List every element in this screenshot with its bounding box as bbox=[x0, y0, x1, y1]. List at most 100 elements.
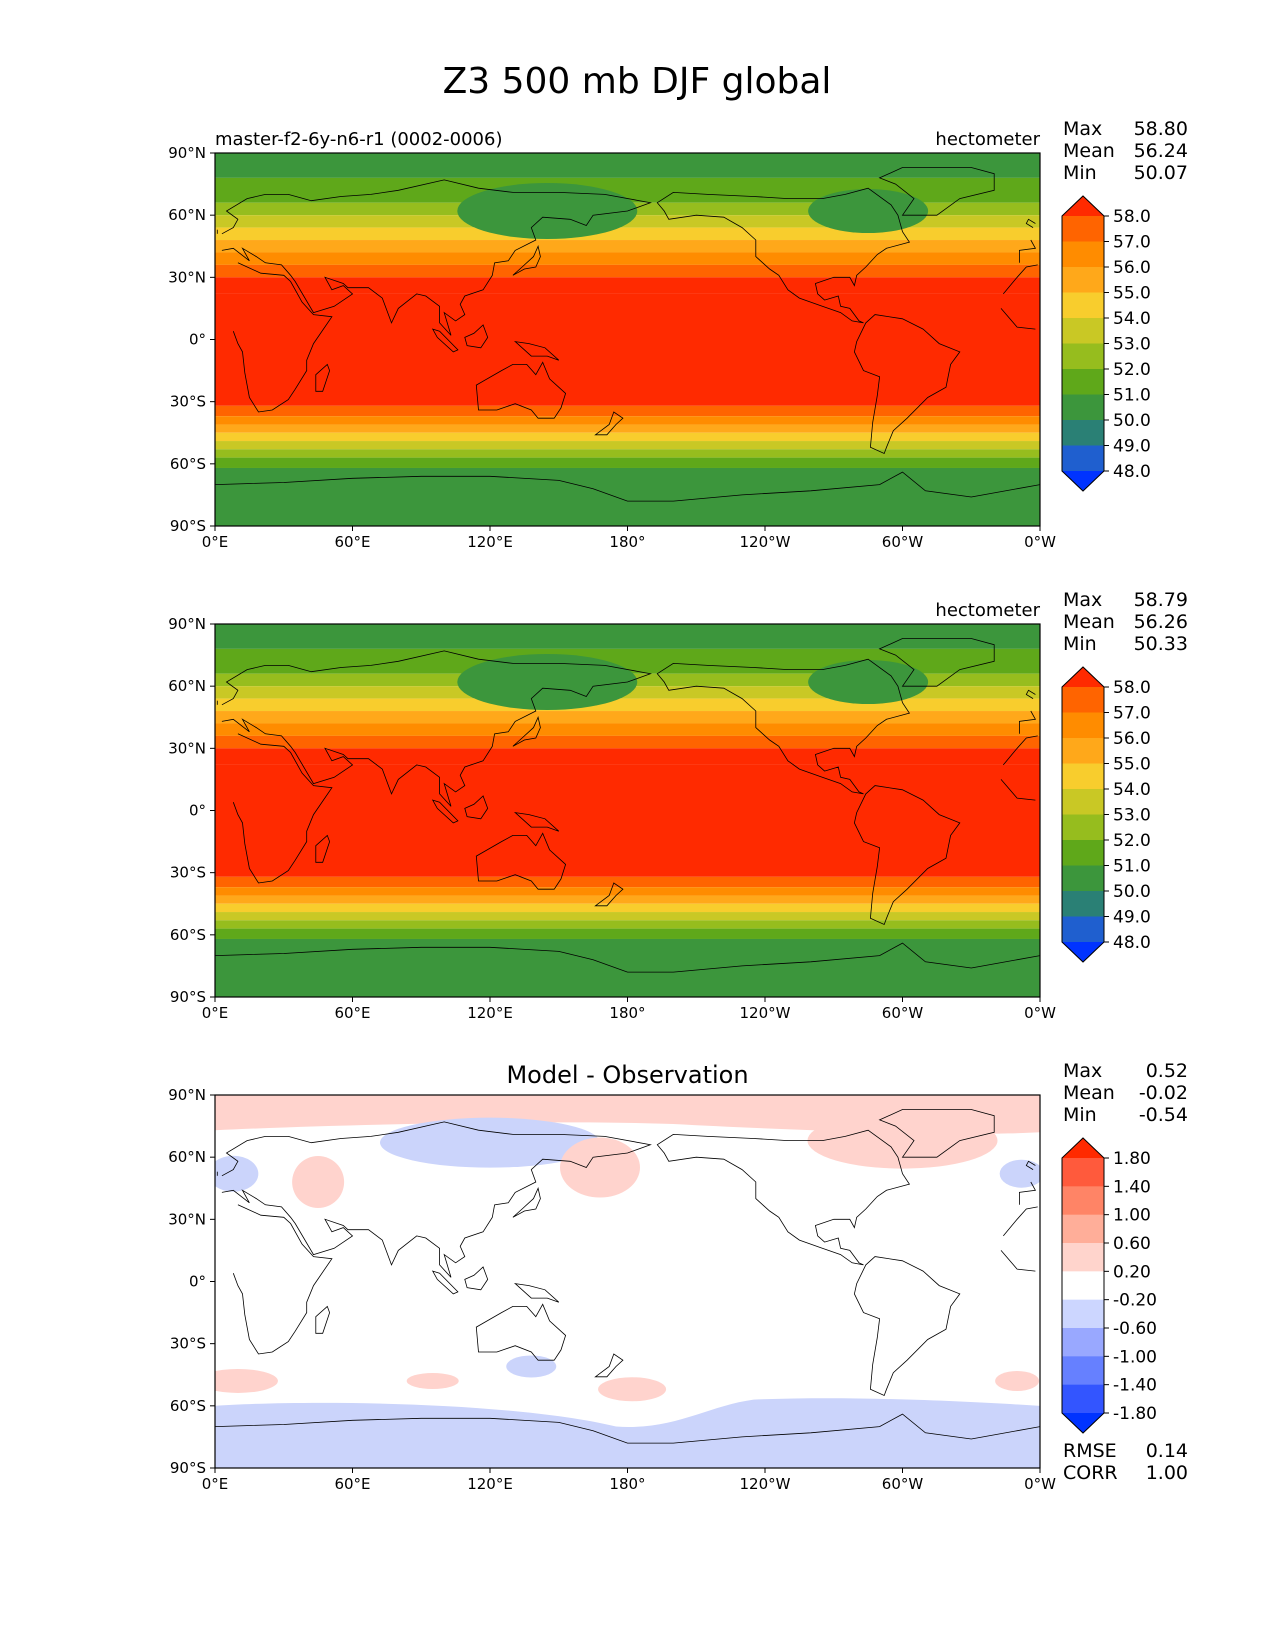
x-tick-label: 120°W bbox=[740, 1004, 791, 1022]
colorbar-tick-label: 49.0 bbox=[1113, 437, 1151, 457]
colorbar-swatch bbox=[1062, 1214, 1104, 1244]
coastline-eurasia bbox=[1019, 710, 1037, 734]
coastline-sumatra bbox=[431, 328, 459, 353]
colorbar-swatch bbox=[1062, 1158, 1104, 1187]
coastline-uk bbox=[1025, 1160, 1036, 1170]
y-tick-label: 30°S bbox=[170, 864, 206, 882]
colorbar-extend-bottom bbox=[1062, 942, 1104, 962]
map-area bbox=[215, 1095, 1040, 1468]
stat-value: 50.07 bbox=[1134, 162, 1188, 184]
x-tick-label: 60°W bbox=[882, 533, 924, 551]
x-tick-label: 60°W bbox=[882, 1475, 924, 1493]
coastline-namerica bbox=[656, 187, 911, 324]
panel-title: Model - Observation bbox=[506, 1061, 748, 1089]
field-band bbox=[215, 252, 1040, 265]
field-band bbox=[215, 711, 1040, 724]
x-tick-label: 0°E bbox=[202, 533, 229, 551]
coastline-australia bbox=[475, 361, 567, 419]
field-band bbox=[215, 441, 1040, 450]
x-tick-label: 60°E bbox=[334, 533, 370, 551]
colorbar-swatch bbox=[1062, 420, 1104, 446]
coastline-madagascar bbox=[315, 834, 331, 863]
field-band bbox=[215, 227, 1040, 241]
x-tick-label: 0°W bbox=[1024, 1475, 1056, 1493]
colorbar-swatch bbox=[1062, 1328, 1104, 1357]
colorbar-tick-label: 1.40 bbox=[1113, 1177, 1151, 1197]
colorbar-tick-label: 50.0 bbox=[1113, 411, 1151, 431]
coastline-eurasia bbox=[221, 650, 652, 807]
field-band bbox=[215, 920, 1040, 929]
colorbar-tick-label: 48.0 bbox=[1113, 462, 1151, 482]
colorbar-extend-bottom bbox=[1062, 1413, 1104, 1433]
colorbar-tick-label: 58.0 bbox=[1113, 207, 1151, 227]
anomaly-contour bbox=[380, 1117, 600, 1168]
colorbar-tick-label: 52.0 bbox=[1113, 831, 1151, 851]
colorbar-swatch bbox=[1062, 687, 1104, 713]
colorbar: 58.0 57.0 56.0 55.0 54.0 53.0 52.0 51.0 50.0 49.0… bbox=[1061, 666, 1151, 963]
y-tick-label: 0° bbox=[189, 331, 206, 349]
coastline-nz bbox=[594, 411, 624, 436]
coastline-namerica bbox=[656, 658, 911, 795]
map-area bbox=[215, 153, 1040, 526]
field-band bbox=[215, 887, 1040, 896]
stat-value: 58.79 bbox=[1134, 589, 1188, 611]
colorbar-tick-label: 49.0 bbox=[1113, 908, 1151, 928]
anomaly-contour bbox=[807, 1112, 998, 1169]
field-band bbox=[215, 928, 1040, 939]
x-tick-label: 180° bbox=[609, 533, 645, 551]
colorbar-swatch bbox=[1062, 789, 1104, 815]
stat-label: Mean bbox=[1063, 611, 1115, 633]
field-band bbox=[215, 467, 1040, 526]
stat-value: 0.52 bbox=[1146, 1060, 1188, 1082]
colorbar-swatch bbox=[1062, 241, 1104, 268]
y-tick-label: 90°S bbox=[170, 1459, 206, 1477]
x-tick-label: 120°W bbox=[740, 533, 791, 551]
anomaly-contour bbox=[215, 1398, 1040, 1468]
stat-value: -0.54 bbox=[1139, 1104, 1188, 1126]
coastline-japan bbox=[512, 716, 541, 747]
colorbar-swatch bbox=[1062, 216, 1104, 242]
colorbar-tick-label: 50.0 bbox=[1113, 882, 1151, 902]
field-band bbox=[215, 240, 1040, 253]
field-band bbox=[215, 457, 1040, 468]
colorbar-swatch bbox=[1062, 445, 1104, 472]
coastline-uk bbox=[1025, 689, 1036, 699]
colorbar-tick-label: 51.0 bbox=[1113, 857, 1151, 877]
coastline-greenland bbox=[878, 1109, 995, 1158]
colorbar-tick-label: 51.0 bbox=[1113, 386, 1151, 406]
field-band bbox=[215, 432, 1040, 442]
coastline-newguinea bbox=[513, 812, 560, 832]
colorbar-tick-label: 58.0 bbox=[1113, 678, 1151, 698]
coastline-samerica bbox=[853, 314, 961, 455]
coastline-newguinea bbox=[513, 1283, 560, 1303]
coastline-africa bbox=[232, 733, 333, 884]
colorbar: 58.0 57.0 56.0 55.0 54.0 53.0 52.0 51.0 50.0 49.0… bbox=[1061, 195, 1151, 492]
stat-label: Mean bbox=[1063, 140, 1115, 162]
coastline-africa bbox=[1002, 264, 1038, 295]
colorbar-extend-bottom bbox=[1062, 471, 1104, 491]
field-band bbox=[215, 912, 1040, 921]
colorbar-tick-label: 1.80 bbox=[1113, 1149, 1151, 1169]
field-band bbox=[215, 938, 1040, 997]
x-tick-label: 0°W bbox=[1024, 1004, 1056, 1022]
colorbar-swatch bbox=[1062, 1384, 1104, 1414]
colorbar-swatch bbox=[1062, 292, 1104, 319]
field-band bbox=[215, 876, 1040, 888]
field-band bbox=[215, 723, 1040, 736]
x-tick-label: 180° bbox=[609, 1004, 645, 1022]
coastline-greenland bbox=[878, 638, 995, 687]
colorbar: 1.80 1.40 1.00 0.60 0.20 -0.20 -0.60 -1.00 -1.40… bbox=[1061, 1137, 1157, 1434]
colorbar-swatch bbox=[1062, 1271, 1104, 1301]
trough-contour bbox=[457, 654, 638, 711]
panel-reference: 0°E 60°E 120°E 180° 120°W 60°W 0°W 90°N 60°N 30°N… bbox=[168, 589, 1188, 1022]
colorbar-tick-label: 53.0 bbox=[1113, 806, 1151, 826]
y-tick-label: 30°N bbox=[168, 739, 206, 757]
stat-label: Min bbox=[1063, 1104, 1097, 1126]
colorbar-swatch bbox=[1062, 1186, 1104, 1216]
stat-label: Min bbox=[1063, 162, 1097, 184]
colorbar-tick-label: 0.60 bbox=[1113, 1234, 1151, 1254]
coastline-africa bbox=[1000, 308, 1036, 330]
field-band bbox=[215, 764, 1040, 877]
colorbar-swatch bbox=[1062, 712, 1104, 739]
